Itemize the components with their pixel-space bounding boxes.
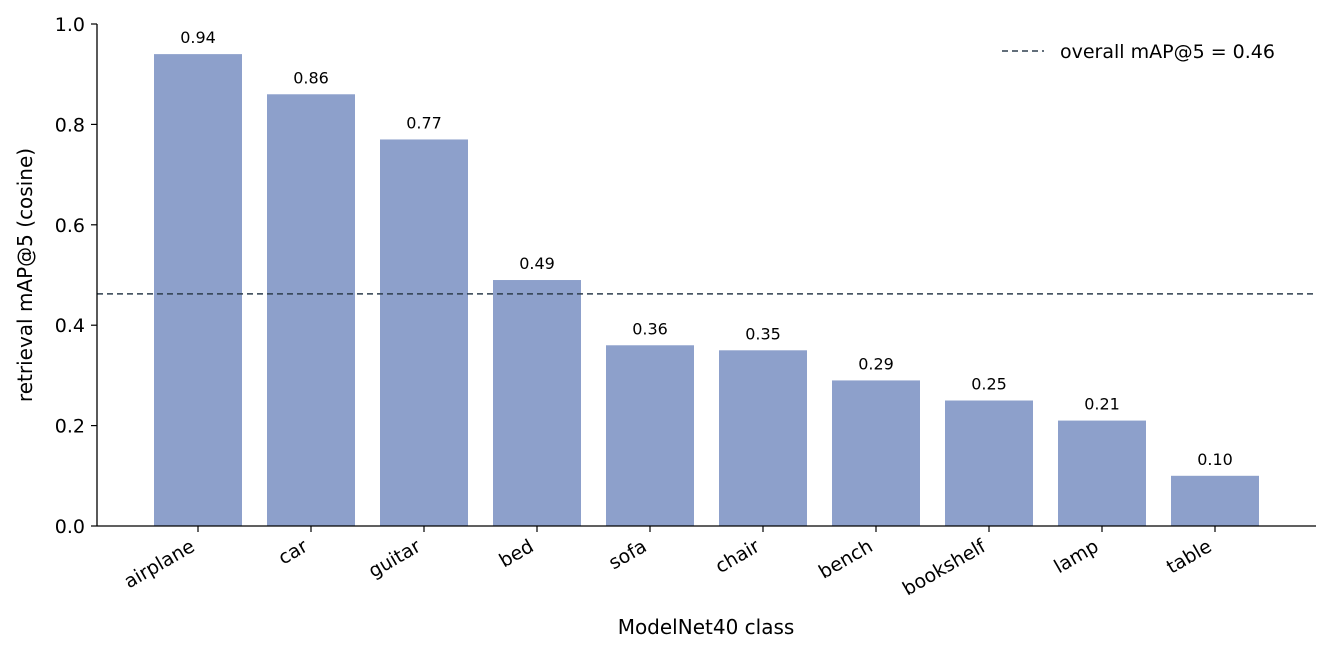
x-tick-label-chair: chair [712,535,764,578]
y-axis-title: retrieval mAP@5 (cosine) [13,148,37,402]
bar-value-label-car: 0.86 [293,68,329,87]
bar-bed [493,280,581,526]
x-tick-label-bookshelf: bookshelf [899,535,991,601]
x-tick-label-bed: bed [495,535,537,572]
bar-sofa [606,345,694,526]
bar-airplane [154,54,242,527]
bar-value-label-bed: 0.49 [519,254,555,273]
bar-table [1171,475,1259,526]
bar-value-label-bench: 0.29 [858,354,894,373]
x-tick-label-airplane: airplane [120,535,198,593]
bar-value-label-chair: 0.35 [745,324,781,343]
bar-car [267,94,355,526]
bar-lamp [1058,420,1146,526]
x-axis-title: ModelNet40 class [618,615,795,639]
y-tick-label: 0.4 [55,315,85,337]
bar-value-label-bookshelf: 0.25 [971,375,1007,394]
bar-value-labels: 0.94 0.86 0.77 0.49 0.36 0.35 0.29 0.25 0.21 0.10 [180,28,1233,469]
y-tick-label: 1.0 [55,14,85,36]
bar-value-label-table: 0.10 [1197,450,1233,469]
axes [96,24,1316,527]
bars [154,54,1259,527]
y-tick-label: 0.2 [55,416,85,438]
bar-value-label-sofa: 0.36 [632,319,668,338]
bar-value-label-guitar: 0.77 [406,113,442,132]
legend-label: overall mAP@5 = 0.46 [1060,41,1275,63]
bar-chair [719,350,807,526]
x-tick-label-lamp: lamp [1050,535,1102,578]
x-tick-label-guitar: guitar [365,535,425,582]
bar-bookshelf [945,400,1033,526]
bar-bench [832,380,920,526]
x-tick-label-car: car [275,535,312,569]
bar-value-label-airplane: 0.94 [180,28,216,47]
y-tick-label: 0.0 [55,516,85,538]
bar-guitar [380,139,468,526]
y-tick-label: 0.8 [55,114,85,136]
x-tick-label-sofa: sofa [605,535,651,574]
y-tick-label: 0.6 [55,215,85,237]
x-ticks: airplane car guitar bed sofa chair bench booksh… [120,526,1216,601]
x-tick-label-bench: bench [815,535,876,583]
x-tick-label-table: table [1163,535,1216,578]
bar-value-label-lamp: 0.21 [1084,395,1120,414]
legend: overall mAP@5 = 0.46 [1002,41,1275,63]
y-ticks: 0.0 0.2 0.4 0.6 0.8 1.0 [55,14,97,538]
